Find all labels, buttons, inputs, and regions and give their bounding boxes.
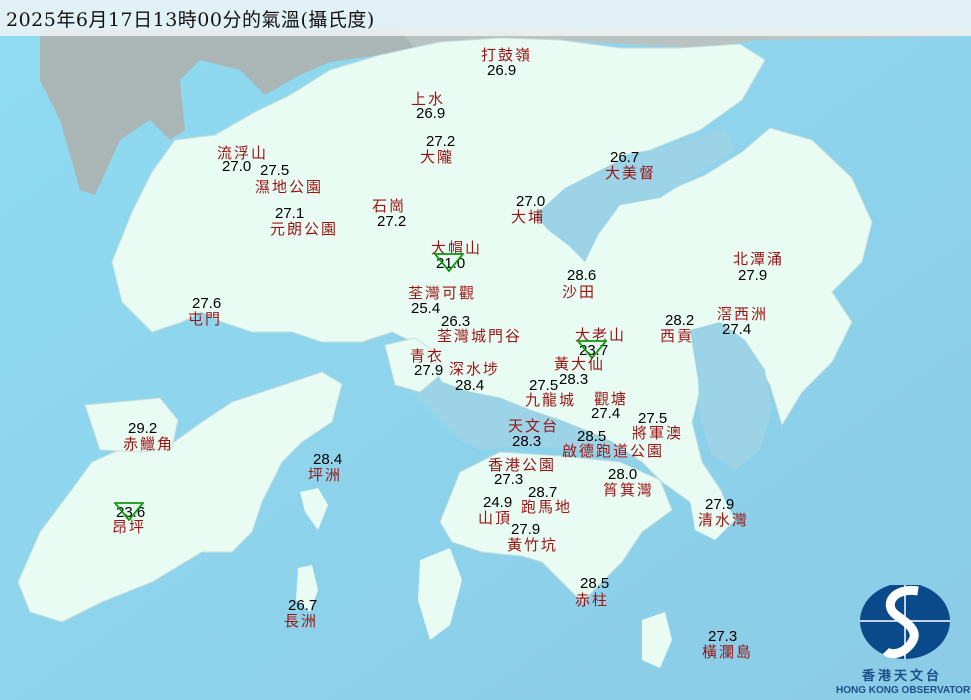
tolo-harbour — [535, 128, 735, 262]
station-name: 清水灣 — [698, 511, 750, 529]
port-shelter — [690, 322, 772, 470]
station-name: 大帽山 — [431, 239, 483, 257]
station-name: 赤鱲角 — [123, 435, 175, 453]
station-name: 流浮山 — [217, 144, 269, 162]
station-name: 黃竹坑 — [507, 536, 559, 554]
station-name: 荃灣城門谷 — [437, 327, 523, 345]
station-name: 坪洲 — [308, 466, 343, 484]
tsing-yi-island — [384, 337, 441, 393]
station-temperature: 28.3 — [559, 371, 589, 388]
station-temperature: 28.5 — [580, 575, 610, 592]
station-temperature: 26.7 — [610, 149, 640, 166]
station-name: 濕地公園 — [255, 178, 324, 196]
station-temperature: 27.9 — [705, 496, 735, 513]
station-name: 打鼓嶺 — [481, 46, 533, 64]
station-temperature: 27.6 — [192, 295, 222, 312]
station-temperature: 27.3 — [708, 628, 738, 645]
station-name: 黃大仙 — [554, 355, 606, 373]
station-name: 橫瀾島 — [702, 643, 754, 661]
station-temperature: 26.9 — [487, 62, 517, 79]
station-temperature: 26.9 — [416, 105, 446, 122]
station-name: 元朗公園 — [270, 220, 339, 238]
station-name: 滘西洲 — [717, 305, 769, 323]
station-name: 赤柱 — [575, 591, 610, 609]
station-name: 石崗 — [372, 197, 407, 215]
hko-logo — [860, 585, 950, 659]
station-temperature: 27.9 — [738, 267, 768, 284]
chek-lap-kok-island — [84, 397, 179, 453]
shenzhen-urban-area — [40, 30, 460, 195]
station-temperature: 29.2 — [128, 420, 158, 437]
victoria-harbour — [400, 345, 640, 462]
station-temperature: 26.7 — [288, 597, 318, 614]
station-temperature: 27.0 — [516, 193, 546, 210]
station-temperature: 28.0 — [608, 466, 638, 483]
station-name: 青衣 — [410, 347, 445, 365]
map-title: 2025年6月17日13時00分的氣溫(攝氏度) — [6, 9, 375, 31]
station-temperature: 27.1 — [275, 205, 305, 222]
station-temperature: 27.5 — [529, 377, 559, 394]
waglan-islands — [642, 612, 672, 668]
station-temperature: 28.4 — [313, 451, 343, 468]
station-temperature: 26.3 — [441, 313, 471, 330]
station-temperature: 28.7 — [528, 484, 558, 501]
station-temperature: 28.2 — [665, 312, 695, 329]
station-name: 將軍澳 — [632, 424, 684, 442]
hong-kong-island — [439, 451, 673, 603]
station-name: 西貢 — [660, 327, 695, 345]
station-temperature: 27.4 — [722, 321, 752, 338]
station-name: 荃灣可觀 — [408, 284, 477, 302]
station-temperature: 27.0 — [222, 158, 252, 175]
station-name: 深水埗 — [449, 360, 501, 378]
station-temperature: 27.4 — [591, 405, 621, 422]
station-name: 跑馬地 — [521, 498, 573, 516]
station-name: 啟德跑道公園 — [562, 442, 665, 460]
station-temperature: 28.5 — [577, 428, 607, 445]
shenzhen-bay-coast — [400, 30, 971, 55]
station-name: 昂坪 — [112, 518, 147, 536]
peng-chau-island — [300, 488, 328, 530]
station-temperature: 27.2 — [377, 213, 407, 230]
hill-station-triangle-icon — [434, 253, 464, 273]
hill-station-triangle-icon — [114, 502, 144, 522]
station-name: 北潭涌 — [733, 250, 785, 268]
station-temperature: 27.3 — [494, 471, 524, 488]
station-name: 沙田 — [562, 283, 597, 301]
station-name: 筲箕灣 — [603, 481, 655, 499]
station-name: 香港公園 — [488, 456, 557, 474]
cheung-chau-island — [296, 565, 318, 612]
station-temperature: 27.2 — [426, 133, 456, 150]
lamma-island — [418, 548, 462, 640]
station-name: 觀塘 — [594, 390, 629, 408]
station-temperature: 25.4 — [411, 300, 441, 317]
station-name: 九龍城 — [525, 391, 577, 409]
new-territories-land — [111, 37, 873, 523]
station-name: 山頂 — [478, 509, 513, 527]
station-name: 大美督 — [605, 164, 657, 182]
title-bar: 2025年6月17日13時00分的氣溫(攝氏度) — [0, 0, 971, 36]
station-temperature: 27.9 — [414, 362, 444, 379]
station-name: 大隴 — [420, 148, 455, 166]
station-temperature: 27.5 — [260, 162, 290, 179]
station-name: 屯門 — [188, 310, 223, 328]
station-temperature: 27.9 — [511, 521, 541, 538]
station-temperature: 24.9 — [483, 494, 513, 511]
station-name: 長洲 — [284, 612, 319, 630]
logo-name-en: HONG KONG OBSERVATORY — [836, 685, 971, 696]
station-name: 大老山 — [575, 326, 627, 344]
clear-water-bay-peninsula — [690, 490, 735, 540]
station-temperature: 28.6 — [567, 267, 597, 284]
logo-name-cn: 香港天文台 — [862, 669, 943, 684]
station-temperature: 27.5 — [638, 410, 668, 427]
station-name: 上水 — [411, 90, 446, 108]
station-temperature: 28.3 — [512, 433, 542, 450]
hill-station-triangle-icon — [577, 340, 607, 360]
station-temperature: 28.4 — [455, 377, 485, 394]
station-name: 大埔 — [511, 208, 546, 226]
station-name: 天文台 — [508, 417, 560, 435]
